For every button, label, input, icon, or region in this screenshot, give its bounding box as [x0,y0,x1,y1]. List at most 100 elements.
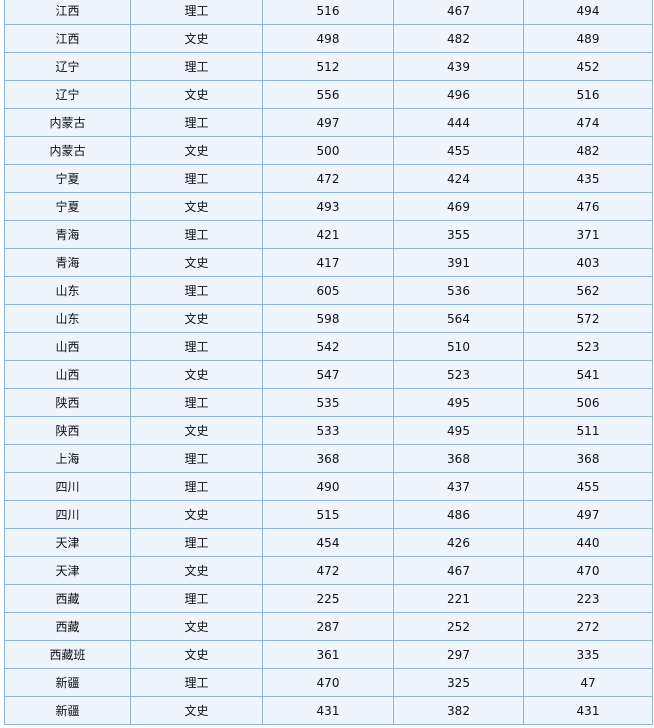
track-cell: 文史 [130,80,263,109]
score-cell: 497 [523,500,653,529]
score-cell: 403 [523,248,653,277]
score-cell: 426 [393,528,524,557]
score-cell: 556 [262,80,394,109]
score-cell: 368 [393,444,524,473]
score-cell: 482 [523,136,653,165]
track-cell: 理工 [130,332,263,361]
score-cell: 421 [262,220,394,249]
province-cell: 四川 [4,500,131,529]
track-cell: 文史 [130,248,263,277]
track-cell: 文史 [130,360,263,389]
score-cell: 486 [393,500,524,529]
score-cell: 535 [262,388,394,417]
score-cell: 371 [523,220,653,249]
score-cell: 498 [262,24,394,53]
score-cell: 272 [523,612,653,641]
score-cell: 361 [262,640,394,669]
score-cell: 598 [262,304,394,333]
score-cell: 431 [523,696,653,725]
province-cell: 西藏 [4,612,131,641]
track-cell: 文史 [130,24,263,53]
province-cell: 四川 [4,472,131,501]
province-cell: 江西 [4,0,131,25]
province-cell: 辽宁 [4,52,131,81]
score-cell: 469 [393,192,524,221]
score-cell: 500 [262,136,394,165]
province-cell: 新疆 [4,696,131,725]
score-cell: 437 [393,472,524,501]
score-cell: 325 [393,668,524,697]
track-cell: 理工 [130,528,263,557]
track-cell: 理工 [130,444,263,473]
score-cell: 493 [262,192,394,221]
score-cell: 467 [393,0,524,25]
track-cell: 理工 [130,472,263,501]
score-cell: 368 [262,444,394,473]
score-cell: 454 [262,528,394,557]
track-cell: 文史 [130,612,263,641]
score-cell: 542 [262,332,394,361]
score-cell: 417 [262,248,394,277]
province-cell: 山西 [4,360,131,389]
score-cell: 355 [393,220,524,249]
score-cell: 297 [393,640,524,669]
score-cell: 482 [393,24,524,53]
score-cell: 506 [523,388,653,417]
track-cell: 理工 [130,0,263,25]
score-cell: 515 [262,500,394,529]
score-cell: 335 [523,640,653,669]
track-cell: 理工 [130,584,263,613]
score-cell: 439 [393,52,524,81]
score-cell: 516 [262,0,394,25]
score-cell: 225 [262,584,394,613]
province-cell: 辽宁 [4,80,131,109]
score-cell: 516 [523,80,653,109]
province-cell: 山东 [4,304,131,333]
province-cell: 天津 [4,556,131,585]
score-cell: 431 [262,696,394,725]
score-cell: 496 [393,80,524,109]
score-cell: 495 [393,416,524,445]
score-cell: 476 [523,192,653,221]
track-cell: 文史 [130,416,263,445]
province-cell: 山东 [4,276,131,305]
track-cell: 理工 [130,164,263,193]
province-cell: 山西 [4,332,131,361]
province-cell: 天津 [4,528,131,557]
score-cell: 368 [523,444,653,473]
track-cell: 文史 [130,192,263,221]
score-cell: 252 [393,612,524,641]
score-cell: 287 [262,612,394,641]
province-cell: 新疆 [4,668,131,697]
track-cell: 文史 [130,304,263,333]
score-cell: 564 [393,304,524,333]
score-cell: 470 [262,668,394,697]
province-cell: 西藏班 [4,640,131,669]
province-cell: 陕西 [4,416,131,445]
track-cell: 文史 [130,500,263,529]
score-cell: 391 [393,248,524,277]
score-cell: 494 [523,0,653,25]
score-cell: 510 [393,332,524,361]
score-cell: 47 [523,668,653,697]
province-cell: 宁夏 [4,164,131,193]
track-cell: 文史 [130,556,263,585]
score-cell: 497 [262,108,394,137]
province-cell: 青海 [4,220,131,249]
score-cell: 495 [393,388,524,417]
score-cell: 470 [523,556,653,585]
province-cell: 青海 [4,248,131,277]
track-cell: 理工 [130,52,263,81]
score-cell: 562 [523,276,653,305]
score-cell: 435 [523,164,653,193]
track-cell: 理工 [130,388,263,417]
track-cell: 文史 [130,640,263,669]
score-cell: 511 [523,416,653,445]
score-cell: 605 [262,276,394,305]
province-cell: 西藏 [4,584,131,613]
province-cell: 陕西 [4,388,131,417]
score-cell: 472 [262,164,394,193]
score-cell: 382 [393,696,524,725]
province-cell: 内蒙古 [4,108,131,137]
